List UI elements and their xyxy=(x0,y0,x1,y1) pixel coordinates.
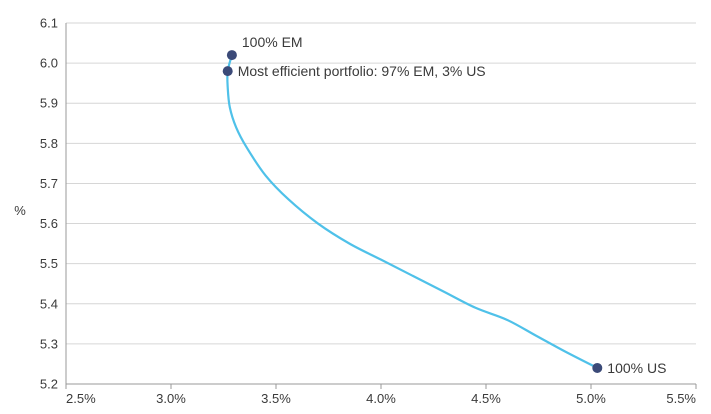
y-tick-label: 5.4 xyxy=(40,296,58,311)
x-tick-label: 5.5% xyxy=(666,391,696,406)
frontier-line xyxy=(226,54,598,369)
x-tick-label: 4.5% xyxy=(471,391,501,406)
y-tick-label: 6.0 xyxy=(40,56,58,71)
annotation-labels: 100% EM Most efficient portfolio: 97% EM,… xyxy=(238,34,667,376)
y-tick-label: 5.8 xyxy=(40,136,58,151)
x-tick-label: 2.5% xyxy=(66,391,96,406)
y-tick-label: 5.9 xyxy=(40,96,58,111)
y-tick-label: 6.1 xyxy=(40,16,58,31)
points-layer xyxy=(222,50,603,373)
y-tick-label: 5.5 xyxy=(40,256,58,271)
point-label: 100% US xyxy=(607,360,666,376)
data-point xyxy=(592,362,603,373)
point-label: 100% EM xyxy=(242,34,303,50)
point-label: Most efficient portfolio: 97% EM, 3% US xyxy=(238,63,486,79)
y-tick-label: 5.6 xyxy=(40,216,58,231)
data-point xyxy=(222,66,233,77)
axes xyxy=(65,23,697,389)
tick-labels: 5.2 5.3 5.4 5.5 5.6 5.7 5.8 5.9 6.0 6.1 2.5% 3.0% 3.… xyxy=(40,16,697,407)
y-tick-label: 5.7 xyxy=(40,176,58,191)
data-point xyxy=(226,50,237,61)
y-axis-title: % xyxy=(14,203,26,218)
x-tick-label: 3.0% xyxy=(156,391,186,406)
gridlines xyxy=(66,22,696,345)
y-tick-label: 5.3 xyxy=(40,336,58,351)
y-tick-label: 5.2 xyxy=(40,377,58,392)
x-tick-label: 4.0% xyxy=(366,391,396,406)
x-tick-label: 5.0% xyxy=(576,391,606,406)
series-layer xyxy=(226,54,598,369)
x-tick-label: 3.5% xyxy=(261,391,291,406)
